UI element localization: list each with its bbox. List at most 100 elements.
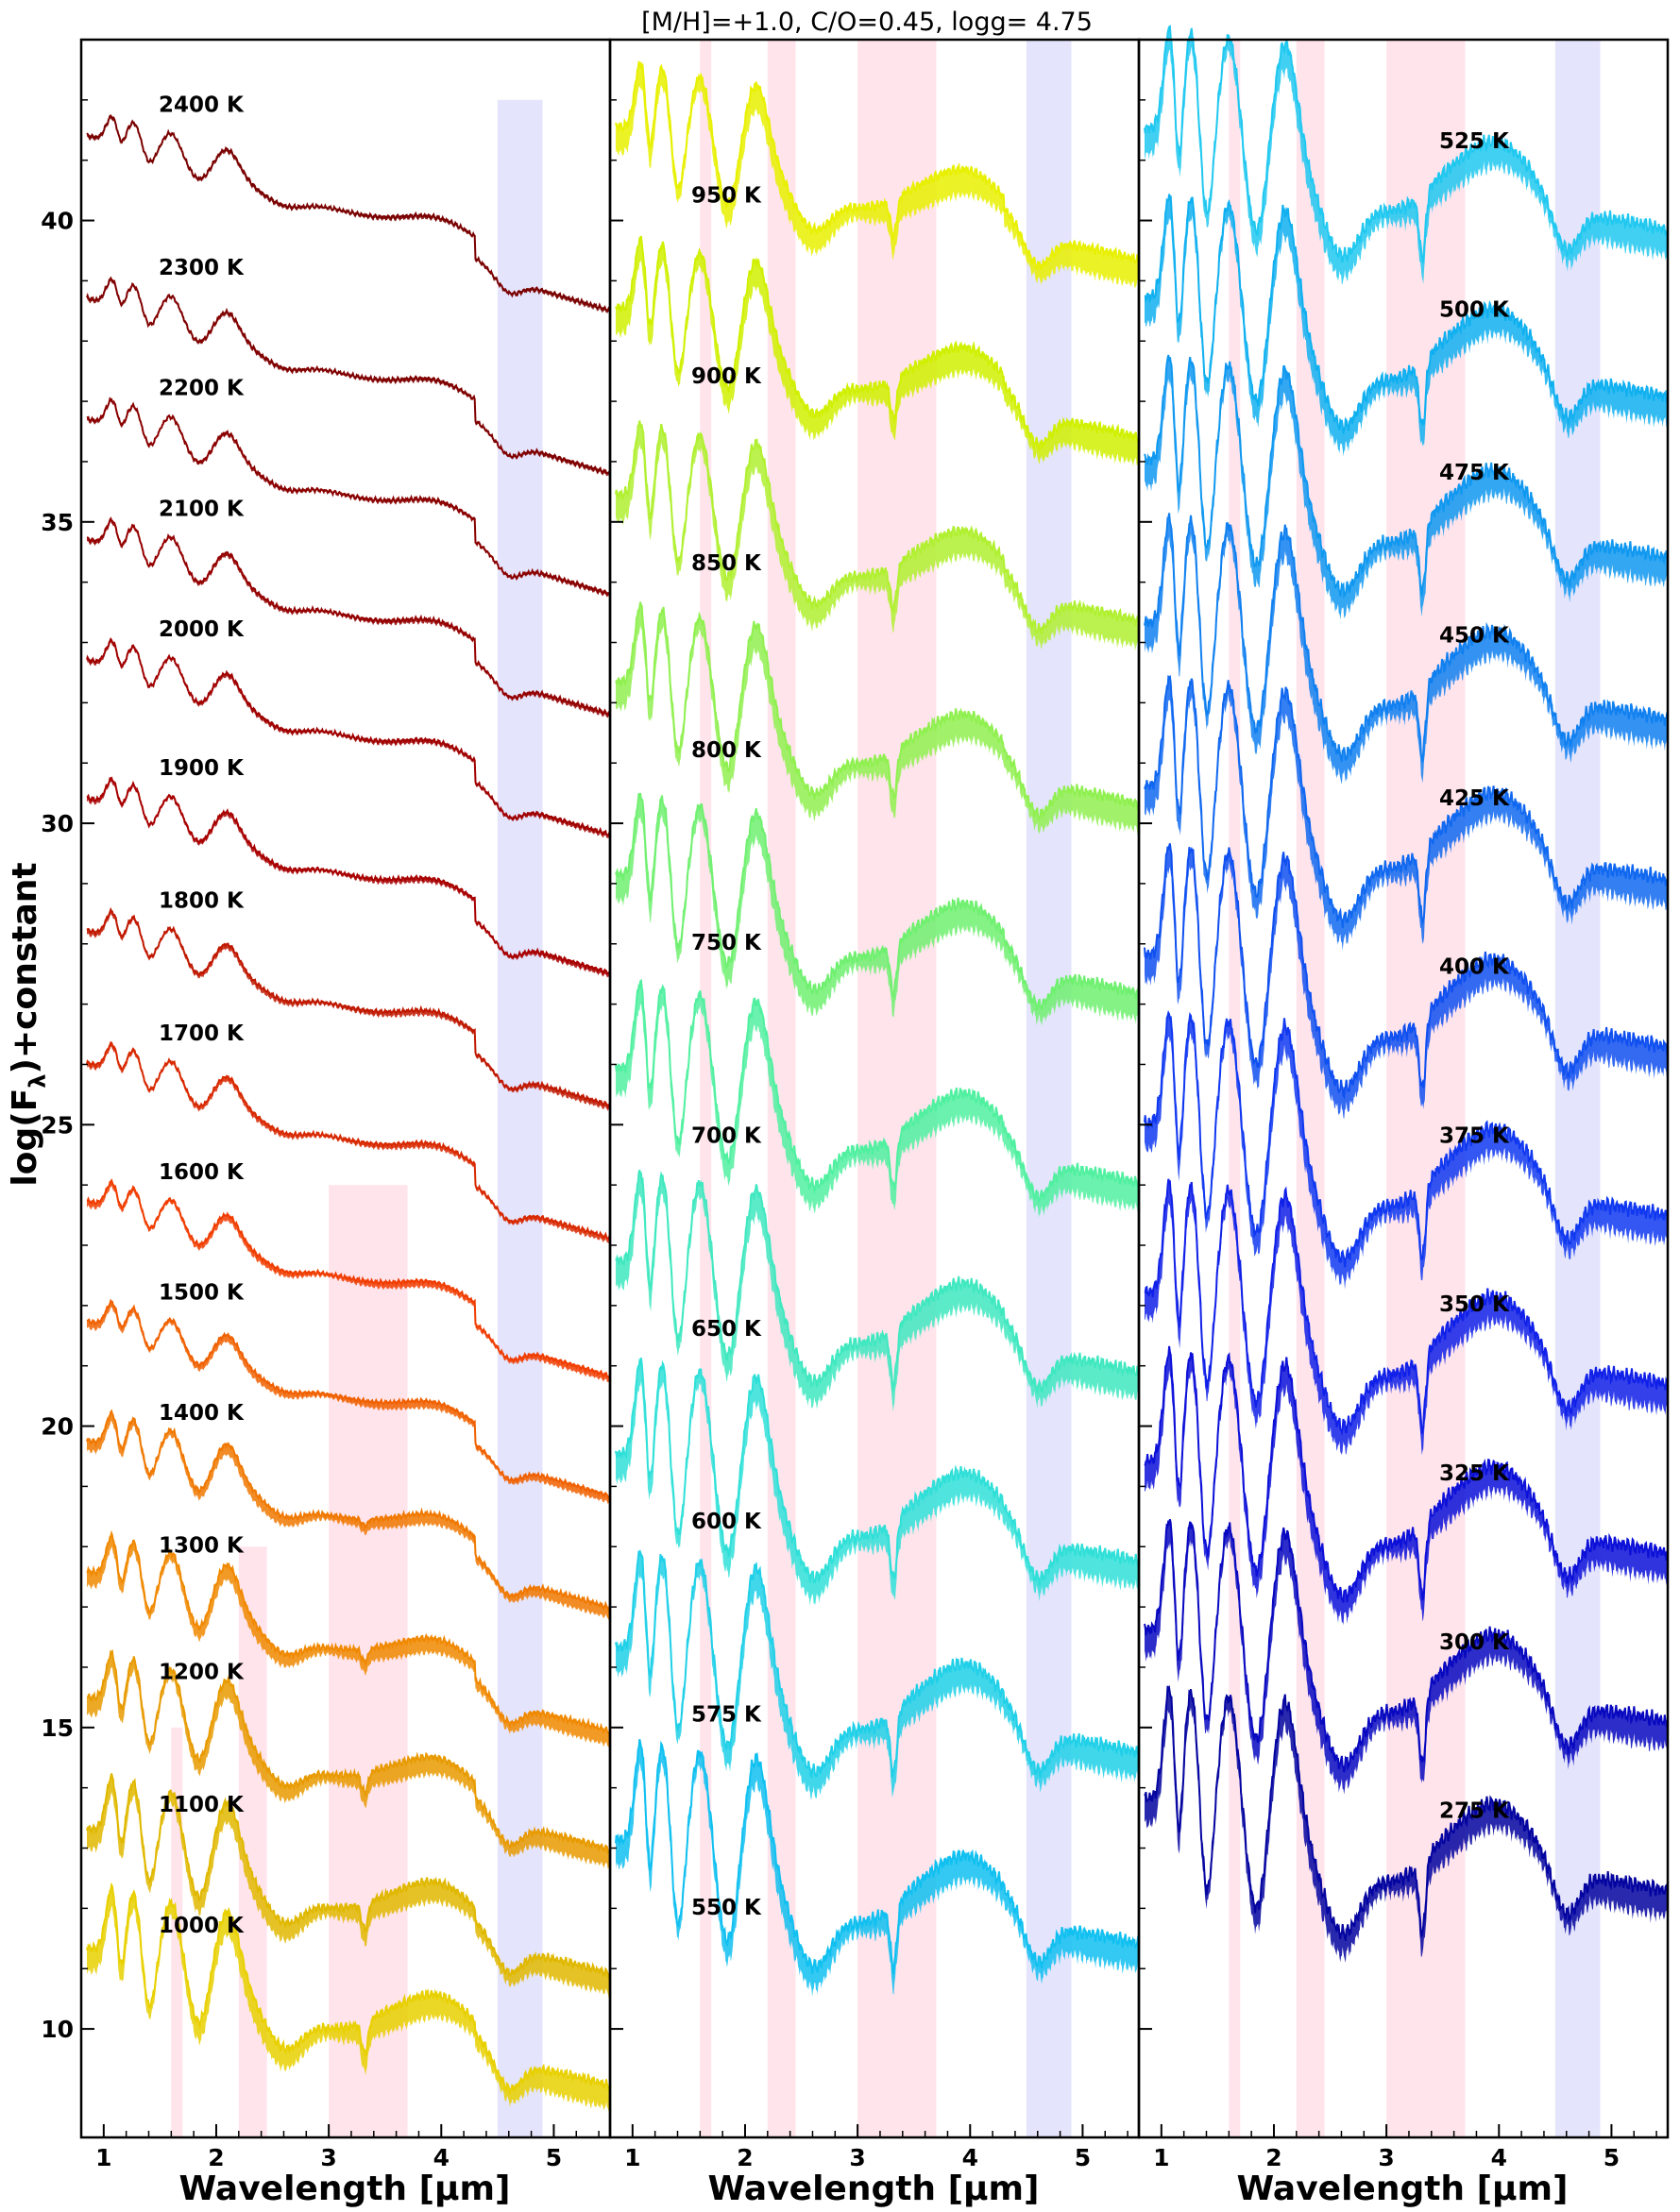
temperature-label: 2300 K (159, 256, 245, 280)
temperature-label: 475 K (1439, 461, 1510, 485)
spectrum-band (87, 1410, 610, 1620)
y-axis-label-main: log(F (6, 1089, 44, 1187)
spectrum-series: 2200 K (86, 377, 611, 598)
spectrum-band (1145, 1519, 1668, 1795)
temperature-label: 850 K (691, 551, 762, 576)
temperature-label: 525 K (1439, 129, 1510, 154)
spectrum-line (87, 516, 611, 718)
spectrum-line (615, 235, 1140, 453)
spectrum-band (87, 1300, 610, 1505)
spectrum-line (86, 906, 611, 1110)
x-tick-label: 2 (1265, 2144, 1281, 2171)
x-tick-label: 1 (624, 2144, 640, 2171)
spectrum-line (615, 420, 1140, 634)
spectrum-line (86, 1773, 611, 1979)
spectrum-series: 2300 K (86, 256, 611, 477)
spectrum-series: 1900 K (86, 756, 611, 978)
spectrum-series: 275 K (1144, 1684, 1669, 1963)
x-tick-label: 5 (1075, 2144, 1091, 2171)
temperature-label: 950 K (691, 183, 762, 208)
spectrum-series: 1100 K (86, 1773, 611, 1998)
x-tick-label: 4 (1491, 2144, 1507, 2171)
x-tick-label: 5 (1604, 2144, 1620, 2171)
spectrum-line (1144, 354, 1669, 599)
x-tick-label: 4 (433, 2144, 450, 2171)
temperature-label: 1400 K (159, 1401, 245, 1426)
y-tick-label: 25 (41, 1111, 74, 1139)
y-tick-label: 35 (41, 509, 74, 536)
spectrum-line (615, 1358, 1140, 1587)
spectrum-series: 475 K (1144, 354, 1669, 620)
x-tick-label: 1 (95, 2144, 111, 2171)
spectrum-line (615, 1170, 1140, 1394)
temperature-label: 900 K (691, 364, 762, 389)
x-tick-label: 5 (546, 2144, 562, 2171)
spectrum-line (86, 1882, 611, 2094)
temperature-label: 2000 K (159, 617, 245, 642)
spectrum-line (615, 792, 1140, 1012)
x-tick-label: 4 (962, 2144, 978, 2171)
spectrum-band (87, 1042, 610, 1243)
spectrum-line (86, 1298, 611, 1500)
spectrum-band (87, 1651, 610, 1869)
shaded-band (857, 40, 937, 2137)
spectrum-line (1144, 1178, 1669, 1436)
x-tick-label: 2 (737, 2144, 753, 2171)
spectrum-series: 950 K (615, 60, 1140, 288)
x-tick-label: 3 (1378, 2144, 1394, 2171)
temperature-label: 600 K (691, 1510, 762, 1534)
spectrum-line (615, 978, 1140, 1204)
temperature-label: 1800 K (159, 888, 245, 913)
x-tick-label: 2 (208, 2144, 224, 2171)
temperature-label: 2200 K (159, 377, 245, 401)
temperature-label: 2100 K (159, 497, 245, 521)
temperature-label: 575 K (691, 1702, 762, 1727)
spectrum-series: 750 K (615, 792, 1140, 1026)
y-tick-label: 20 (41, 1413, 74, 1441)
spectrum-line (1144, 1519, 1669, 1773)
spectrum-line (86, 1648, 611, 1855)
spectrum-series: 2000 K (86, 617, 611, 838)
temperature-label: 650 K (691, 1317, 762, 1342)
spectrum-series: 1300 K (86, 1529, 611, 1748)
y-tick-label: 40 (41, 208, 74, 235)
x-tick-label: 3 (320, 2144, 336, 2171)
spectrum-series: 2400 K (86, 93, 611, 313)
shaded-band (700, 40, 712, 2137)
spectrum-line (86, 1409, 611, 1613)
panel-left: 2400 K 2300 K 2200 K 2100 K 2000 K 1900 K 1800… (41, 38, 612, 2171)
spectrum-line (86, 636, 611, 836)
spectrum-band (616, 61, 1139, 288)
spectrum-line (1144, 1345, 1669, 1603)
spectrum-series: 500 K (1144, 194, 1669, 457)
spectrum-band (87, 1884, 610, 2112)
spectrum-line (615, 1548, 1140, 1779)
temperature-label: 2400 K (159, 93, 245, 118)
y-tick-label: 10 (41, 2016, 74, 2043)
spectrum-line (86, 397, 611, 598)
temperature-label: 1100 K (159, 1793, 245, 1817)
spectrum-line (1144, 674, 1669, 929)
temperature-label: 300 K (1439, 1630, 1510, 1655)
spectrum-series: 1400 K (86, 1401, 611, 1620)
temperature-label: 1000 K (159, 1914, 245, 1938)
x-tick-label: 3 (849, 2144, 865, 2171)
temperature-label: 700 K (691, 1123, 762, 1148)
x-tick-label: 1 (1153, 2144, 1169, 2171)
spectrum-line (86, 114, 611, 312)
spectrum-series: 2100 K (87, 497, 611, 718)
temperature-label: 1700 K (159, 1022, 245, 1046)
panel-middle: 950 K 900 K 850 K 800 K 750 K 700 K 650 K 600 K… (608, 38, 1141, 2171)
y-axis-label-tail: )+constant (6, 862, 44, 1073)
y-tick-label: 15 (41, 1714, 74, 1742)
spectrum-series: 600 K (615, 1358, 1140, 1606)
spectrum-series: 800 K (615, 601, 1140, 836)
temperature-label: 450 K (1439, 624, 1510, 649)
temperature-label: 375 K (1439, 1123, 1510, 1148)
spectrum-line (1144, 194, 1669, 434)
spectrum-band (87, 1533, 610, 1748)
temperature-label: 500 K (1439, 298, 1510, 323)
spectrum-series: 900 K (615, 235, 1140, 466)
spectrum-band (1145, 843, 1668, 1120)
spectrum-line (86, 776, 611, 976)
